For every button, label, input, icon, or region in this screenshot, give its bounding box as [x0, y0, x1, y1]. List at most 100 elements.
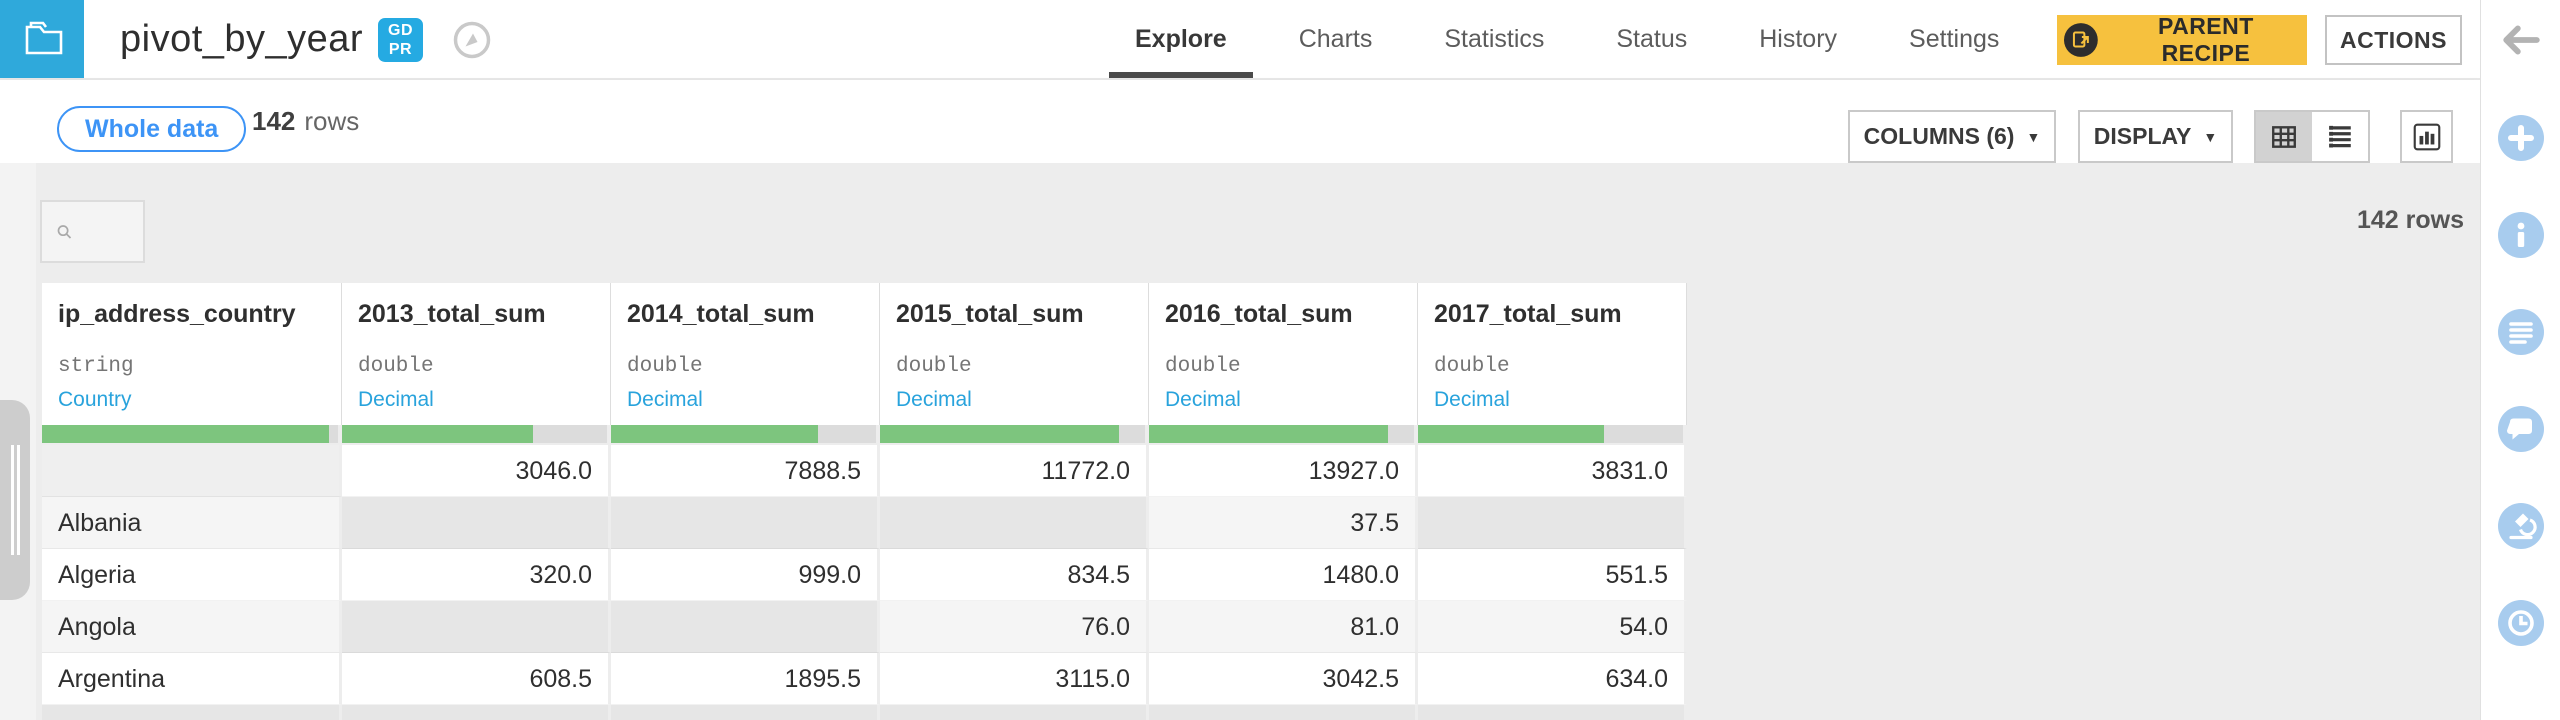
- table-row: Angola 76.0 81.0 54.0: [42, 601, 1687, 653]
- column-meaning-link[interactable]: Decimal: [1434, 388, 1510, 411]
- value-cell[interactable]: 1480.0: [1149, 549, 1418, 601]
- gdpr-badge[interactable]: GD PR: [378, 18, 423, 62]
- tab-status[interactable]: Status: [1616, 24, 1688, 53]
- grid-search-box[interactable]: [40, 200, 145, 263]
- validity-bar[interactable]: [1149, 425, 1418, 445]
- tab-charts[interactable]: Charts: [1298, 24, 1373, 53]
- value-cell[interactable]: [342, 705, 611, 720]
- country-cell[interactable]: Angola: [42, 601, 342, 653]
- value-cell[interactable]: [611, 601, 880, 653]
- column-meaning-link[interactable]: Country: [58, 388, 132, 411]
- table-row: Albania 37.5: [42, 497, 1687, 549]
- value-cell[interactable]: 7888.5: [611, 445, 880, 497]
- value-cell[interactable]: 608.5: [342, 653, 611, 705]
- value-cell[interactable]: 3831.0: [1418, 445, 1687, 497]
- column-meaning-link[interactable]: Decimal: [896, 388, 972, 411]
- value-cell[interactable]: 634.0: [1418, 653, 1687, 705]
- value-cell[interactable]: 3115.0: [880, 653, 1149, 705]
- collapse-right-panel-arrow-icon[interactable]: [2502, 25, 2540, 60]
- dataset-tabs: Explore Charts Statistics Status History…: [1109, 0, 2025, 78]
- value-cell[interactable]: [342, 601, 611, 653]
- table-row: Algeria 320.0 999.0 834.5 1480.0 551.5: [42, 549, 1687, 601]
- value-cell[interactable]: [880, 705, 1149, 720]
- country-cell[interactable]: [42, 445, 342, 497]
- history-clock-icon[interactable]: [2498, 600, 2544, 646]
- column-meaning-link[interactable]: Decimal: [627, 388, 703, 411]
- table-row: 3046.0 7888.5 11772.0 13927.0 3831.0: [42, 445, 1687, 497]
- sample-whole-data-button[interactable]: Whole data: [57, 106, 247, 152]
- search-input[interactable]: [79, 217, 143, 246]
- column-header[interactable]: 2015_total_sum double Decimal: [880, 283, 1149, 425]
- value-cell[interactable]: [880, 497, 1149, 549]
- value-cell[interactable]: [1418, 497, 1687, 549]
- value-cell[interactable]: 3042.5: [1149, 653, 1418, 705]
- column-header[interactable]: ip_address_country string Country: [42, 283, 342, 425]
- list-view-toggle[interactable]: [2312, 112, 2368, 161]
- left-panel-drag-handle[interactable]: [0, 400, 30, 600]
- country-cell[interactable]: Argentina: [42, 653, 342, 705]
- value-cell[interactable]: 1895.5: [611, 653, 880, 705]
- columns-dropdown-button[interactable]: COLUMNS (6) ▼: [1848, 110, 2056, 163]
- country-cell[interactable]: Algeria: [42, 549, 342, 601]
- validity-bar[interactable]: [42, 425, 342, 445]
- validity-bar[interactable]: [611, 425, 880, 445]
- value-cell[interactable]: 37.5: [1149, 497, 1418, 549]
- bar-chart-icon: [2413, 123, 2440, 150]
- navigate-flow-compass-icon[interactable]: [452, 20, 492, 60]
- value-cell[interactable]: 3046.0: [342, 445, 611, 497]
- value-cell[interactable]: 320.0: [342, 549, 611, 601]
- value-cell[interactable]: [1149, 705, 1418, 720]
- value-cell[interactable]: 76.0: [880, 601, 1149, 653]
- value-cell[interactable]: [611, 497, 880, 549]
- column-header[interactable]: 2014_total_sum double Decimal: [611, 283, 880, 425]
- table-view-toggle[interactable]: [2256, 112, 2312, 161]
- table-body: 3046.0 7888.5 11772.0 13927.0 3831.0 Albania 3…: [42, 445, 1687, 720]
- data-table: ip_address_country string Country 2013_tota…: [42, 283, 1687, 720]
- column-header[interactable]: 2013_total_sum double Decimal: [342, 283, 611, 425]
- validity-bar[interactable]: [342, 425, 611, 445]
- top-header: pivot_by_year GD PR Explore Charts Statis…: [0, 0, 2480, 80]
- country-cell[interactable]: [42, 705, 342, 720]
- column-meaning-link[interactable]: Decimal: [1165, 388, 1241, 411]
- validity-bar[interactable]: [880, 425, 1149, 445]
- folder-icon: [25, 21, 63, 55]
- column-storage-type: double: [1434, 355, 1510, 378]
- tab-statistics[interactable]: Statistics: [1444, 24, 1545, 53]
- grid-view-icon: [2272, 125, 2296, 148]
- tab-settings[interactable]: Settings: [1909, 24, 2000, 53]
- tab-explore[interactable]: Explore: [1109, 0, 1253, 78]
- add-icon[interactable]: [2498, 115, 2544, 161]
- search-icon: [57, 224, 72, 239]
- value-cell[interactable]: 11772.0: [880, 445, 1149, 497]
- column-storage-type: double: [627, 355, 703, 378]
- value-cell[interactable]: 81.0: [1149, 601, 1418, 653]
- column-header[interactable]: 2016_total_sum double Decimal: [1149, 283, 1418, 425]
- lab-icon[interactable]: [2498, 503, 2544, 549]
- value-cell[interactable]: 13927.0: [1149, 445, 1418, 497]
- schema-icon[interactable]: [2498, 309, 2544, 355]
- validity-bar[interactable]: [1418, 425, 1687, 445]
- discussions-icon[interactable]: [2498, 406, 2544, 452]
- data-grid-area: 142 rows ip_address_country string Country…: [0, 163, 2480, 720]
- value-cell[interactable]: [611, 705, 880, 720]
- column-meaning-link[interactable]: Decimal: [358, 388, 434, 411]
- value-cell[interactable]: 551.5: [1418, 549, 1687, 601]
- country-cell[interactable]: Albania: [42, 497, 342, 549]
- table-row: Argentina 608.5 1895.5 3115.0 3042.5 634.0: [42, 653, 1687, 705]
- dataset-folder-icon[interactable]: [0, 0, 84, 78]
- column-header[interactable]: 2017_total_sum double Decimal: [1418, 283, 1687, 425]
- tab-history[interactable]: History: [1759, 24, 1838, 53]
- value-cell[interactable]: [1418, 705, 1687, 720]
- parent-recipe-button[interactable]: PARENT RECIPE: [2057, 13, 2307, 66]
- actions-button[interactable]: ACTIONS: [2325, 15, 2462, 65]
- display-dropdown-button[interactable]: DISPLAY ▼: [2078, 110, 2233, 163]
- value-cell[interactable]: 54.0: [1418, 601, 1687, 653]
- chevron-down-icon: ▼: [2203, 128, 2218, 145]
- value-cell[interactable]: 834.5: [880, 549, 1149, 601]
- grid-row-count: 142 rows: [2356, 205, 2464, 234]
- table-header-row: ip_address_country string Country 2013_tota…: [42, 283, 1687, 425]
- info-icon[interactable]: [2498, 212, 2544, 258]
- column-stats-button[interactable]: [2400, 110, 2453, 163]
- value-cell[interactable]: [342, 497, 611, 549]
- value-cell[interactable]: 999.0: [611, 549, 880, 601]
